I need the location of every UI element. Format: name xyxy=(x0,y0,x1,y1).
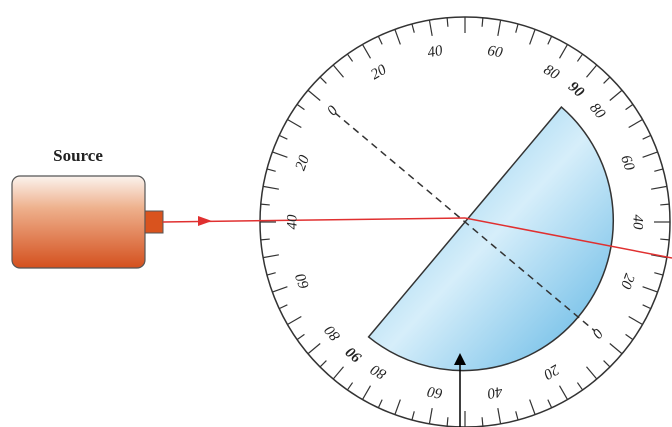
dial-tick xyxy=(625,333,634,341)
dial-tick xyxy=(287,118,302,129)
dial-label: 60 xyxy=(617,153,637,173)
dial-tick xyxy=(428,20,433,36)
dial-tick xyxy=(654,168,664,172)
dial-ticks xyxy=(260,17,670,427)
dial-label: 20 xyxy=(617,271,637,291)
dial-tick xyxy=(394,29,401,45)
dial-tick xyxy=(307,343,321,355)
dial-tick xyxy=(603,360,611,368)
dial-tick xyxy=(529,399,536,415)
dial-label: 80 xyxy=(322,322,344,344)
dial-tick xyxy=(515,23,519,33)
dial-label: 80 xyxy=(541,62,562,84)
dial-label: 90 xyxy=(565,79,587,101)
dial-tick xyxy=(497,20,502,36)
dial-tick xyxy=(603,76,611,84)
dial-tick xyxy=(497,408,502,424)
dial-tick xyxy=(576,382,584,391)
dial-tick xyxy=(377,35,383,45)
dial-tick xyxy=(558,385,569,400)
dial-label: 80 xyxy=(368,361,389,383)
dial-label: 80 xyxy=(586,100,608,122)
dial-tick xyxy=(609,343,623,355)
normal-line xyxy=(334,112,596,332)
dial-tick xyxy=(346,382,354,391)
dial-label: 20 xyxy=(540,361,561,383)
dial-tick xyxy=(266,272,276,276)
dial-tick xyxy=(642,304,652,310)
dial-tick xyxy=(642,134,652,140)
dial-tick xyxy=(642,286,658,293)
dial-tick xyxy=(446,417,449,427)
dial-tick xyxy=(296,103,305,111)
dial-tick xyxy=(319,76,327,84)
dial-tick xyxy=(411,23,415,33)
dial-tick xyxy=(576,53,584,62)
dial-tick xyxy=(377,399,383,409)
ray-arrow xyxy=(198,216,212,226)
dial-tick xyxy=(529,29,536,45)
dial-tick xyxy=(428,408,433,424)
dial-tick xyxy=(660,203,670,206)
dial-tick xyxy=(609,89,623,101)
dial-label: 40 xyxy=(284,214,300,230)
dial-tick xyxy=(628,118,643,129)
dial-label: 0 xyxy=(588,325,605,341)
dial-label: 40 xyxy=(630,215,646,231)
dial-tick xyxy=(278,134,288,140)
dial-tick xyxy=(278,304,288,310)
dial-tick xyxy=(263,254,279,259)
dial-tick xyxy=(296,333,305,341)
dial-tick xyxy=(515,411,519,421)
half-cylinder xyxy=(367,106,614,372)
dial-tick xyxy=(266,168,276,172)
dial-label: 60 xyxy=(486,43,504,61)
dial-label: 60 xyxy=(293,271,313,291)
dial-tick xyxy=(263,185,279,190)
dial-tick xyxy=(411,411,415,421)
dial-tick xyxy=(642,151,658,158)
dial-tick xyxy=(654,272,664,276)
dial-tick xyxy=(481,17,484,27)
source-box xyxy=(11,175,146,269)
source-label: Source xyxy=(53,146,103,165)
dial-tick xyxy=(307,89,321,101)
dial-label: 20 xyxy=(368,62,389,84)
dial-tick xyxy=(272,286,288,293)
dial-tick xyxy=(394,399,401,415)
dial-tick xyxy=(586,64,598,78)
dial-label: 60 xyxy=(426,383,444,401)
dial-tick xyxy=(361,44,372,59)
dial-tick xyxy=(628,315,643,326)
dial-tick xyxy=(272,151,288,158)
dial-tick xyxy=(547,35,553,45)
dial-label: 20 xyxy=(293,153,313,173)
dial-tick xyxy=(346,53,354,62)
dial-tick xyxy=(319,360,327,368)
dial-tick xyxy=(651,185,667,190)
dial-tick xyxy=(547,399,553,409)
dial-tick xyxy=(332,64,344,78)
dial-tick xyxy=(558,44,569,59)
dial-tick xyxy=(260,203,270,206)
dial-tick xyxy=(260,238,270,241)
dial-label: 40 xyxy=(426,43,444,61)
dial-tick xyxy=(332,366,344,380)
dial-tick xyxy=(660,238,670,241)
dial-tick xyxy=(361,385,372,400)
incident-ray xyxy=(162,217,466,223)
dial-label: 40 xyxy=(486,383,504,401)
refracted-ray xyxy=(464,217,672,259)
dial-tick xyxy=(287,315,302,326)
dial-tick xyxy=(446,17,449,27)
source-nozzle xyxy=(144,210,164,234)
dial-tick xyxy=(625,103,634,111)
dial-tick xyxy=(481,417,484,427)
dial-label: 90 xyxy=(343,343,365,365)
dial-tick xyxy=(586,366,598,380)
